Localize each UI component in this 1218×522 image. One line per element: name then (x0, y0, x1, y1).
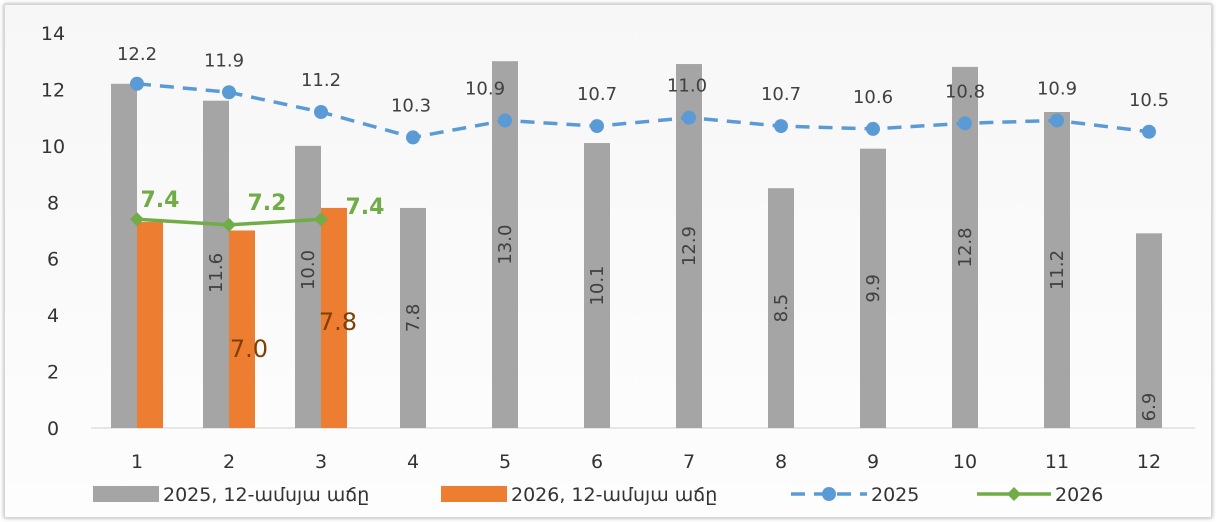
y-tick-label: 2 (47, 362, 59, 384)
bars-2026-growth (137, 207, 347, 428)
line-2025-point (314, 105, 328, 119)
line-2025-point (498, 113, 512, 128)
y-tick-label: 8 (47, 192, 59, 214)
x-tick-label: 5 (499, 451, 511, 473)
line-2025-value-label: 11.9 (204, 50, 244, 71)
line-2026-point (222, 217, 236, 232)
line-2025-point (222, 85, 236, 100)
x-tick-label: 6 (591, 451, 603, 473)
line-2025-value-label: 10.7 (761, 84, 801, 105)
x-tick-label: 9 (867, 451, 879, 473)
bar-2025-value-label: 7.8 (403, 304, 424, 333)
line-2025-value-label: 10.9 (1037, 78, 1077, 99)
bar-2025 (111, 83, 137, 429)
bar-2025-value-label: 10.1 (587, 265, 608, 305)
x-tick-label: 4 (407, 451, 419, 473)
y-tick-label: 4 (47, 305, 59, 327)
y-tick-label: 0 (47, 418, 59, 440)
line-2025-point (682, 110, 696, 125)
line-2026-point (130, 212, 144, 227)
x-tick-label: 8 (775, 451, 787, 473)
line-2025-value-label: 10.7 (577, 84, 617, 105)
line-2025-point (1142, 124, 1156, 139)
line-2025-value-label: 10.9 (465, 78, 505, 99)
x-axis: 1 2 3 4 5 6 7 8 9 10 11 12 (91, 427, 1195, 473)
line-2026: 7.4 7.2 7.4 (130, 188, 384, 232)
line-2025: 12.2 11.9 11.2 10.3 10.9 10.7 11.0 10.7 10.6 10.8… (117, 44, 1169, 145)
y-tick-label: 6 (47, 249, 59, 271)
bar-2026 (137, 222, 163, 428)
legend-marker-2026-line (1007, 487, 1021, 501)
x-tick-label: 12 (1137, 451, 1161, 473)
line-2025-point (1050, 113, 1064, 128)
line-2025-value-label: 10.8 (945, 81, 985, 102)
bar-2025-value-label: 10.0 (298, 250, 319, 290)
x-tick-label: 1 (131, 451, 143, 473)
legend-swatch-2025-growth (93, 486, 159, 502)
bar-2025 (676, 64, 702, 429)
legend-marker-2025-line (822, 487, 836, 501)
line-2025-point (406, 130, 420, 145)
bar-2025 (1044, 112, 1070, 428)
bar-2025-value-label: 12.8 (955, 227, 976, 267)
legend-label-2026-line: 2026 (1055, 484, 1103, 506)
bar-2025-value-label: 9.9 (863, 274, 884, 303)
bar-data-labels: 11.6 10.07.813.010.112.98.59.912.811.26.9… (206, 225, 1160, 422)
bar-2025-value-label: 11.2 (1047, 250, 1068, 290)
line-2025-point (590, 119, 604, 134)
bar-2026-value-label: 7.0 (230, 335, 268, 363)
bar-2025 (768, 188, 794, 428)
line-2026-value-label: 7.2 (248, 191, 287, 216)
line-2025-point (130, 76, 144, 91)
y-tick-label: 14 (41, 23, 65, 45)
line-2025-value-label: 10.3 (391, 95, 431, 116)
line-2025-value-label: 11.0 (667, 76, 707, 97)
legend-label-2025-growth: 2025, 12-ամսյա աճը (163, 484, 369, 506)
line-2025-point (866, 121, 880, 136)
bar-2025 (860, 148, 886, 428)
bar-2026 (229, 230, 255, 428)
legend-label-2025-line: 2025 (871, 484, 919, 506)
line-2025-path (136, 82, 1150, 140)
bar-2025 (295, 145, 321, 428)
line-2025-point (774, 119, 788, 134)
line-2025-value-label: 12.2 (117, 44, 157, 65)
chart-frame: 0 2 4 6 8 10 12 14 1 2 3 4 5 6 7 8 9 10 11 12 11.6 10.0 7.8 1… (4, 4, 1212, 518)
x-tick-label: 11 (1045, 451, 1069, 473)
x-tick-label: 2 (223, 451, 235, 473)
line-2026-value-label: 7.4 (346, 195, 385, 220)
y-tick-label: 12 (41, 79, 65, 101)
bar-2025 (400, 207, 426, 428)
bar-2025 (584, 143, 610, 429)
bar-2025-value-label: 11.6 (206, 253, 227, 293)
bars-2025-growth (111, 61, 1162, 429)
bar-2025-value-label: 8.5 (771, 294, 792, 323)
y-tick-label: 10 (41, 136, 65, 158)
line-2026-value-label: 7.4 (141, 188, 180, 213)
line-2026-point (314, 212, 328, 227)
line-2025-value-label: 10.6 (853, 87, 893, 108)
x-tick-label: 3 (315, 451, 327, 473)
line-2025-point (958, 116, 972, 131)
legend-swatch-2026-growth (441, 486, 507, 502)
y-axis: 0 2 4 6 8 10 12 14 (41, 23, 65, 440)
bar-2025-value-label: 13.0 (495, 225, 516, 265)
bar-2025-value-label: 12.9 (679, 226, 700, 266)
bar-2026-value-label: 7.8 (319, 308, 357, 336)
bar-2025-value-label: 6.9 (1139, 393, 1160, 422)
bar-2026 (321, 207, 347, 428)
bar-2025 (203, 100, 229, 428)
x-tick-label: 10 (953, 451, 977, 473)
bar-2025 (1136, 233, 1162, 428)
legend-label-2026-growth: 2026, 12-ամսյա աճը (511, 484, 717, 506)
legend: 2025, 12-ամսյա աճը 2026, 12-ամսյա աճը 2025… (93, 484, 1103, 506)
line-2025-value-label: 11.2 (301, 70, 341, 91)
x-tick-label: 7 (683, 451, 695, 473)
line-2025-value-label: 10.5 (1129, 90, 1169, 111)
